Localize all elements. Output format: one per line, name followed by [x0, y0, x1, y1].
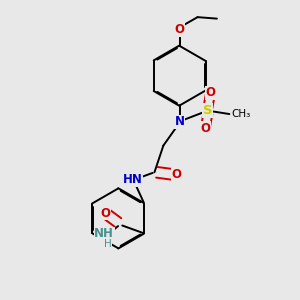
Text: O: O — [201, 122, 211, 135]
Text: NH: NH — [94, 227, 114, 240]
Text: S: S — [203, 104, 213, 117]
Text: N: N — [175, 115, 185, 128]
Text: O: O — [205, 86, 215, 99]
Text: O: O — [172, 168, 182, 181]
Text: CH₃: CH₃ — [232, 109, 251, 119]
Text: O: O — [175, 23, 185, 36]
Text: HN: HN — [123, 173, 143, 186]
Text: O: O — [100, 206, 110, 220]
Text: H: H — [104, 239, 112, 249]
